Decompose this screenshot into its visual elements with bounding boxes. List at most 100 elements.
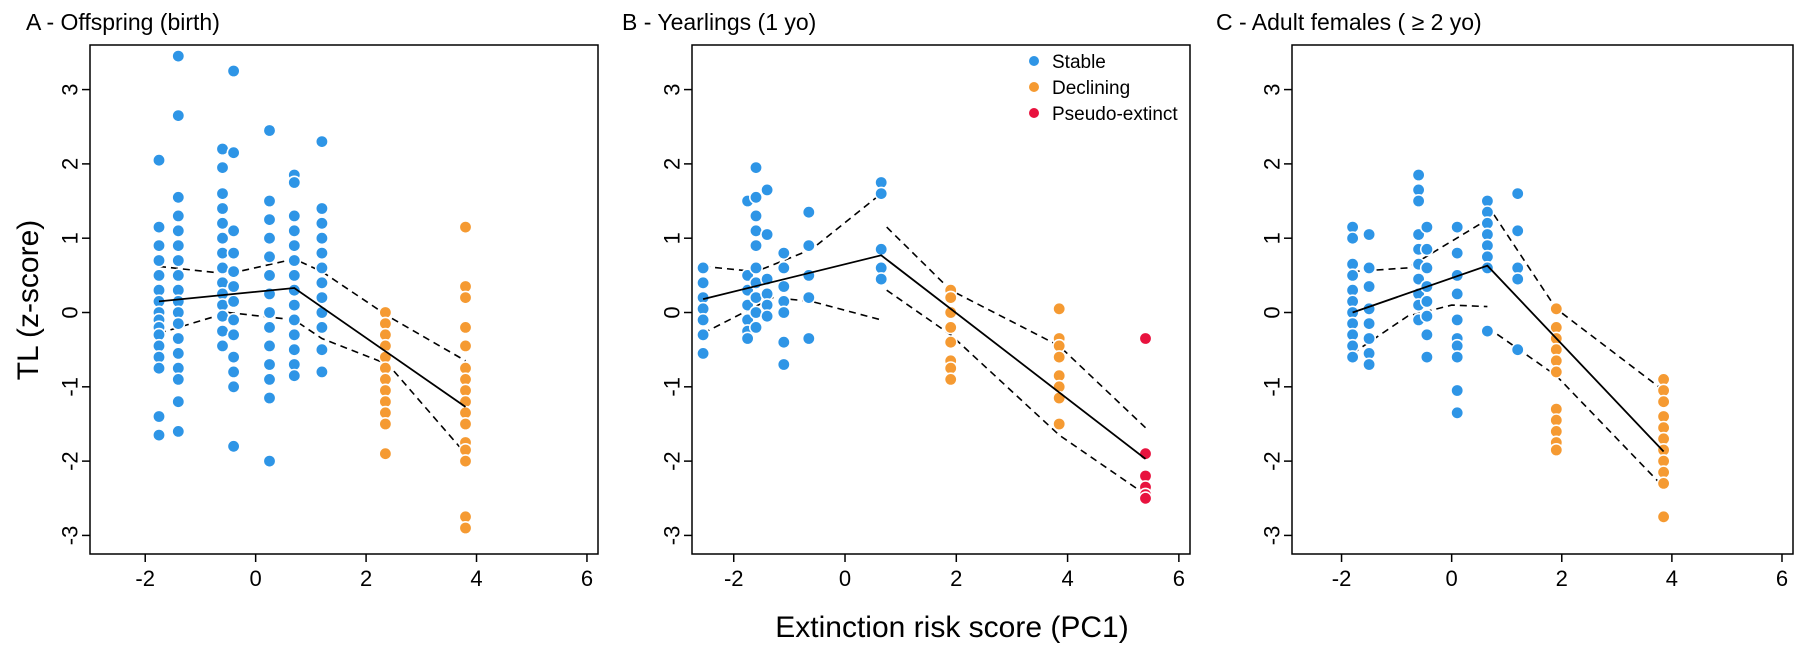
data-point-stable: [1510, 272, 1525, 287]
data-point-stable: [748, 160, 763, 175]
data-point-stable: [262, 268, 277, 283]
y-tick-label: -3: [58, 526, 83, 546]
data-point-stable: [760, 227, 775, 242]
data-point-stable: [226, 64, 241, 79]
x-tick-label: 4: [1666, 566, 1678, 591]
legend-marker-pseudo-extinct: [1029, 108, 1039, 118]
legend-marker-stable: [1029, 56, 1039, 66]
data-point-stable: [1419, 294, 1434, 309]
fit-line: [158, 287, 467, 408]
data-point-stable: [1419, 309, 1434, 324]
confidence-band-ci-lower-left: [702, 296, 882, 335]
x-tick-label: 0: [1446, 566, 1458, 591]
data-point-stable: [776, 279, 791, 294]
data-point-stable: [262, 231, 277, 246]
data-point-stable: [287, 238, 302, 253]
x-tick-label: 6: [1173, 566, 1185, 591]
y-tick-label: 3: [58, 83, 83, 95]
data-point-stable: [776, 335, 791, 350]
data-point-stable: [776, 260, 791, 275]
confidence-band-ci-lower: [158, 311, 467, 455]
data-point-stable: [152, 238, 167, 253]
y-tick-label: -3: [660, 526, 685, 546]
data-point-stable: [314, 275, 329, 290]
data-point-stable: [226, 439, 241, 454]
data-point-stable: [226, 246, 241, 261]
data-point-stable: [287, 368, 302, 383]
data-point-stable: [262, 357, 277, 372]
x-tick-label: 2: [1556, 566, 1568, 591]
panel-a-title: A - Offspring (birth): [26, 9, 220, 35]
data-point-stable: [748, 208, 763, 223]
panel-b-title: B - Yearlings (1 yo): [622, 9, 816, 35]
data-point-stable: [152, 153, 167, 168]
y-tick-label: -1: [660, 377, 685, 397]
data-point-declining: [1052, 301, 1067, 316]
y-tick-label: -2: [58, 451, 83, 471]
data-point-stable: [171, 394, 186, 409]
data-point-stable: [152, 361, 167, 376]
data-point-stable: [314, 364, 329, 379]
data-point-stable: [226, 327, 241, 342]
y-tick-label: -2: [660, 451, 685, 471]
data-point-stable: [215, 201, 230, 216]
data-point-stable: [760, 182, 775, 197]
x-tick-label: 6: [581, 566, 593, 591]
data-point-stable: [262, 454, 277, 469]
data-point-stable: [152, 268, 167, 283]
data-point-stable: [1450, 286, 1465, 301]
data-point-stable: [171, 424, 186, 439]
data-point-pseudo-extinct: [1138, 331, 1153, 346]
data-point-stable: [1411, 194, 1426, 209]
data-point-stable: [314, 201, 329, 216]
data-point-stable: [171, 253, 186, 268]
data-point-stable: [696, 260, 711, 275]
data-point-stable: [801, 331, 816, 346]
data-point-stable: [1362, 227, 1377, 242]
data-point-stable: [171, 223, 186, 238]
data-point-stable: [171, 238, 186, 253]
data-point-declining: [458, 290, 473, 305]
data-point-stable: [314, 246, 329, 261]
data-point-stable: [226, 279, 241, 294]
data-point-stable: [287, 223, 302, 238]
data-point-declining: [458, 320, 473, 335]
data-point-stable: [215, 160, 230, 175]
data-point-stable: [314, 260, 329, 275]
data-point-declining: [1549, 442, 1564, 457]
data-point-stable: [287, 253, 302, 268]
x-tick-label: 4: [470, 566, 482, 591]
data-point-declining: [1549, 301, 1564, 316]
data-point-declining: [943, 290, 958, 305]
data-point-stable: [314, 342, 329, 357]
data-point-stable: [171, 268, 186, 283]
confidence-band-ci-upper-right: [886, 226, 1147, 429]
data-point-stable: [748, 260, 763, 275]
data-point-stable: [1419, 242, 1434, 257]
data-point-stable: [171, 372, 186, 387]
fit-line: [1352, 264, 1665, 453]
data-point-stable: [226, 364, 241, 379]
fit-line: [702, 254, 1147, 460]
data-point-stable: [171, 331, 186, 346]
data-point-declining: [943, 335, 958, 350]
data-point-stable: [226, 145, 241, 160]
data-point-stable: [760, 309, 775, 324]
data-point-declining: [458, 454, 473, 469]
data-point-stable: [314, 231, 329, 246]
data-point-stable: [171, 208, 186, 223]
data-point-declining: [378, 446, 393, 461]
data-point-stable: [1419, 327, 1434, 342]
data-point-stable: [171, 108, 186, 123]
legend-label-declining: Declining: [1052, 78, 1130, 99]
data-point-stable: [748, 320, 763, 335]
data-point-stable: [314, 216, 329, 231]
data-point-stable: [287, 268, 302, 283]
x-tick-label: 6: [1776, 566, 1788, 591]
y-axis-label: TL (z-score): [12, 220, 45, 381]
data-point-stable: [262, 305, 277, 320]
data-point-stable: [152, 253, 167, 268]
data-point-stable: [287, 327, 302, 342]
data-point-stable: [801, 290, 816, 305]
